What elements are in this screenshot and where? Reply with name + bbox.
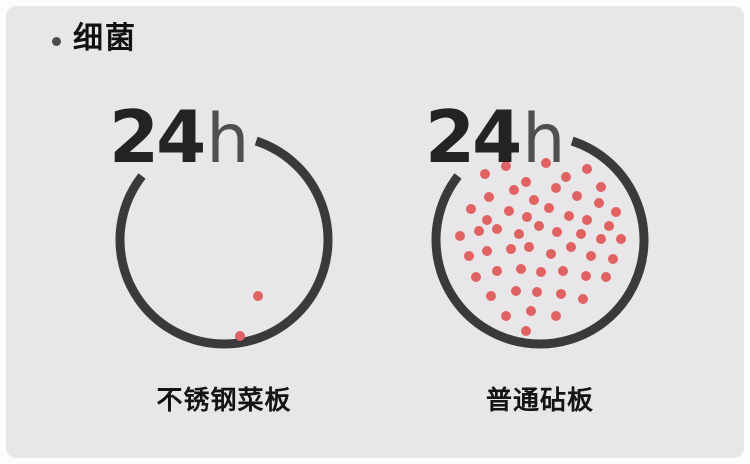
bacteria-dot [506,244,516,254]
bacteria-dots-layer [114,130,334,350]
time-label: 24h [425,101,565,174]
bacteria-dots-layer [430,130,650,350]
bacteria-dot [253,291,263,301]
bacteria-dot [524,242,534,252]
bacteria-dot [611,207,621,217]
infographic-panel: 细菌 24h 不锈钢菜板 24h 普通砧板 [6,6,744,458]
bacteria-dot [521,326,531,336]
bacteria-dot [582,215,592,225]
bacteria-dot [581,271,591,281]
bacteria-dot [455,231,465,241]
bacteria-dot [235,331,245,341]
bacteria-dot [501,311,511,321]
bacteria-dot [608,254,618,264]
bullet-dot-icon [52,37,61,46]
bacteria-dot [526,306,536,316]
petri-dish-circle [115,136,333,349]
bacteria-dot [558,266,568,276]
bacteria-dot [529,195,539,205]
bacteria-dot [482,246,492,256]
bacteria-dot [466,204,476,214]
bacteria-dot [516,264,526,274]
bacteria-dot [616,234,626,244]
bacteria-dot [522,212,532,222]
bacteria-dot [566,242,576,252]
section-title: 细菌 [73,21,137,56]
bacteria-dot [509,185,519,195]
bacteria-dot [521,177,531,187]
bacteria-dot [471,272,481,282]
bacteria-dot [552,227,562,237]
time-label: 24h [109,101,249,174]
bacteria-dot [582,164,592,174]
bacteria-dot [514,229,524,239]
bacteria-dot [578,294,588,304]
bacteria-dot [551,311,561,321]
bacteria-dot [544,203,554,213]
bacteria-dot [492,266,502,276]
bacteria-dot [511,286,521,296]
bacteria-dot [536,267,546,277]
bacteria-dot [604,221,614,231]
bacteria-dot [484,192,494,202]
board-caption: 普通砧板 [485,386,594,416]
time-unit: h [206,100,250,179]
bacteria-dot [551,183,561,193]
petri-dish-circle [431,136,649,349]
bacteria-dot [596,182,606,192]
bacteria-dot [556,289,566,299]
section-header: 细菌 [52,22,137,55]
bacteria-dot [534,221,544,231]
bacteria-dot [596,234,606,244]
bacteria-dot [504,206,514,216]
bacteria-dot [572,191,582,201]
bacteria-dot [492,224,502,234]
bacteria-dot [546,249,556,259]
bacteria-dot [474,226,484,236]
bacteria-dot [482,215,492,225]
bacteria-dot [501,161,511,171]
bacteria-dot [601,272,611,282]
bacteria-dot [486,291,496,301]
bacteria-dot [564,211,574,221]
time-unit: h [522,100,566,179]
bacteria-dot [576,229,586,239]
bacteria-dot [541,158,551,168]
bacteria-dot [594,198,604,208]
bacteria-dot [480,169,490,179]
board-caption: 不锈钢菜板 [156,386,292,416]
bacteria-dot [586,251,596,261]
time-number: 24 [109,95,206,179]
bacteria-dot [532,287,542,297]
bacteria-dot [561,172,571,182]
dish-panel-ordinary: 24h 普通砧板 [415,85,665,425]
dish-panel-stainless-steel: 24h 不锈钢菜板 [99,85,349,425]
bacteria-dot [464,251,474,261]
time-number: 24 [425,95,522,179]
